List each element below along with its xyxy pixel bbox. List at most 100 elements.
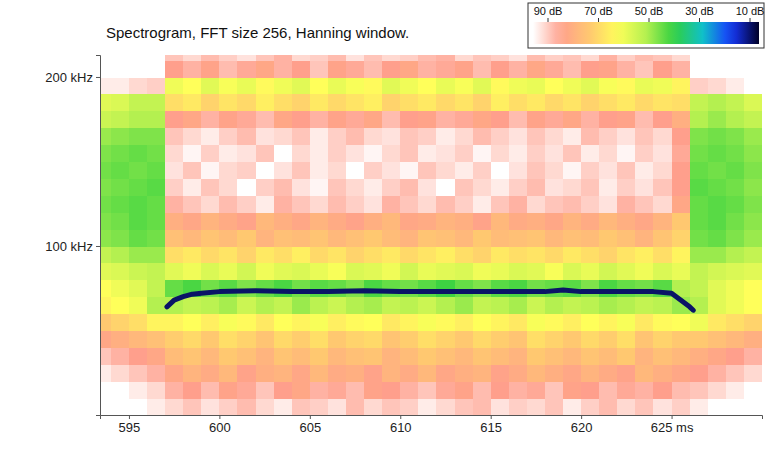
cell [581,398,600,415]
cell [473,297,492,315]
cell [256,111,275,129]
cell [418,246,437,264]
cell [346,364,365,382]
cell [237,246,256,264]
cell [219,314,238,332]
cell [237,94,256,112]
cell [147,145,166,163]
cell [237,263,256,281]
cell [292,178,311,196]
cell [491,314,510,332]
cell [509,330,528,348]
cell [100,77,111,95]
cell [708,297,727,315]
cell [165,364,184,382]
cell [473,229,492,247]
cell [436,330,455,348]
cells [100,55,762,415]
cell [436,314,455,332]
cell [183,229,202,247]
cell [726,246,745,264]
cell [201,128,220,146]
cell [473,77,492,95]
cell [237,178,256,196]
cell [201,161,220,179]
cell [726,161,745,179]
x-tick-label: 595 [119,420,141,435]
cell [364,161,383,179]
cell [509,263,528,281]
cell [563,347,582,365]
cell [744,263,762,281]
y-tick: 100 kHz [45,239,100,254]
cell [201,263,220,281]
cell [708,128,727,146]
cell [147,161,166,179]
cell [672,364,691,382]
cell [708,178,727,196]
cell [635,229,654,247]
cell [635,77,654,95]
cell [328,314,347,332]
cell [400,330,419,348]
cell [237,161,256,179]
cell [527,128,546,146]
cell [455,111,474,129]
cell [690,161,709,179]
cell [256,297,275,315]
cell [310,398,329,415]
cell [672,381,691,399]
cell [672,330,691,348]
cell [708,381,727,399]
cell [382,263,401,281]
cell [672,178,691,196]
cell [491,229,510,247]
cell [400,280,419,298]
cell [726,111,745,129]
cell [292,381,311,399]
cell [635,212,654,230]
cell [418,161,437,179]
y-tick-mark [96,77,100,78]
cell [400,212,419,230]
cell [364,60,383,78]
cell [491,246,510,264]
cell [147,212,166,230]
cell [346,229,365,247]
cell [436,60,455,78]
x-tick-mark [400,415,401,419]
colorbar-tick [598,18,599,22]
cell [129,263,148,281]
cell [274,195,293,213]
cell [653,263,672,281]
cell [310,381,329,399]
cell [165,330,184,348]
cell [690,314,709,332]
cell [653,297,672,315]
cell [382,314,401,332]
cell [219,229,238,247]
cell [382,94,401,112]
cell [455,381,474,399]
cell [292,280,311,298]
cell [455,145,474,163]
cell [509,195,528,213]
cell [219,246,238,264]
cell [527,178,546,196]
colorbar-label: 50 dB [635,5,664,17]
cell [527,263,546,281]
cell [111,111,130,129]
cell [635,364,654,382]
cell [364,364,383,382]
cell [599,381,618,399]
cell [726,55,745,61]
cell [635,145,654,163]
cell [527,145,546,163]
cell [455,77,474,95]
cell [165,263,184,281]
cell [165,212,184,230]
cell [100,178,111,196]
cell [491,347,510,365]
cell [635,128,654,146]
cell [183,55,202,61]
